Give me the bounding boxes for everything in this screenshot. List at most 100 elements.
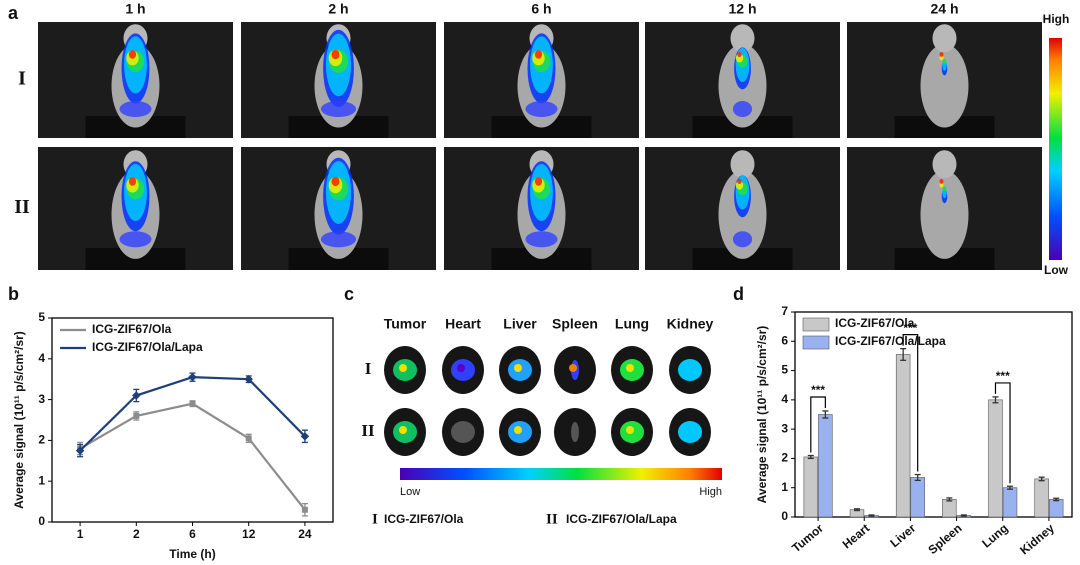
signal (942, 186, 947, 192)
pedestal (85, 248, 186, 270)
mouse-body (920, 44, 969, 128)
mouse-head (730, 24, 755, 53)
y-tick-label: 2 (781, 451, 788, 465)
signal (732, 101, 753, 117)
y-tick-label: 3 (781, 421, 788, 435)
y-tick-label: 7 (781, 304, 788, 318)
panel-label: b (8, 284, 19, 304)
organ-label: Heart (445, 316, 481, 332)
legend-swatch (802, 335, 830, 350)
bar (988, 399, 1003, 518)
panel-label: a (8, 3, 19, 23)
signal (939, 52, 944, 57)
bar (942, 499, 957, 518)
organ-hot (514, 364, 522, 372)
y-tick-label: 3 (38, 392, 45, 406)
y-tick-label: 5 (38, 310, 45, 324)
y-tick-label: 5 (781, 363, 788, 377)
y-tick-label: 0 (38, 514, 45, 528)
line (79, 402, 306, 511)
signal (534, 177, 543, 186)
organ-hot (569, 364, 577, 372)
bar (1002, 487, 1018, 518)
significance-bracket (810, 396, 826, 453)
signal (939, 55, 944, 61)
signal (525, 101, 558, 117)
bar (803, 456, 819, 518)
legend-label: ICG-ZIF67/Ola/Lapa (835, 334, 946, 348)
signal (320, 231, 357, 248)
mouse-head (932, 150, 957, 179)
group-label: II (361, 421, 375, 440)
y-tick-label: 1 (38, 473, 45, 487)
signal (942, 59, 947, 64)
bar (910, 477, 925, 518)
organ (571, 422, 579, 442)
pedestal (692, 248, 793, 270)
x-tick-label: 6 (189, 527, 196, 541)
legend-text: ICG-ZIF67/Ola/Lapa (566, 512, 677, 526)
colorbar (400, 468, 722, 480)
time-label: 12 h (728, 1, 756, 17)
significance-bracket (902, 334, 919, 472)
bar (1034, 478, 1049, 518)
organ-hot (399, 426, 407, 434)
organ-label: Liver (503, 316, 537, 332)
y-tick-label: 1 (781, 480, 788, 494)
organ-label: Lung (615, 316, 649, 332)
legend-label: ICG-ZIF67/Ola/Lapa (92, 340, 203, 354)
colorbar (1049, 38, 1062, 260)
significance: *** (811, 383, 825, 397)
organ-hot (457, 364, 465, 372)
group-label: I (18, 68, 26, 90)
y-tick-label: 0 (781, 509, 788, 523)
significance: *** (996, 369, 1010, 383)
time-label: 1 h (125, 1, 145, 17)
x-tick-label: 24 (298, 527, 312, 541)
signal (320, 101, 357, 117)
time-label: 2 h (328, 1, 348, 17)
legend-swatch (802, 317, 830, 332)
time-label: 24 h (930, 1, 958, 17)
organ-hot (684, 426, 692, 434)
x-tick-label: Tumor (789, 521, 826, 555)
group-label: I (365, 359, 372, 378)
x-tick-label: Liver (887, 521, 918, 550)
signal (525, 231, 558, 248)
line (79, 376, 306, 452)
signal (732, 231, 753, 248)
legend-label: ICG-ZIF67/Ola (92, 322, 172, 336)
bar (1048, 499, 1064, 518)
x-tick-label: 2 (133, 527, 140, 541)
legend-label: ICG-ZIF67/Ola (835, 316, 915, 330)
signal (939, 182, 944, 188)
x-tick-label: Spleen (925, 521, 964, 557)
y-axis-label: Average signal (10¹¹ p/s/cm²/sr) (12, 331, 26, 509)
scale-high: High (699, 486, 722, 498)
organ-label: Spleen (552, 316, 598, 332)
signal (119, 101, 152, 117)
mouse-body (920, 170, 969, 259)
group-label: II (14, 196, 30, 218)
organ-hot (626, 426, 634, 434)
plot-frame (794, 311, 1073, 518)
organ (451, 421, 475, 443)
signal (737, 51, 742, 58)
organ-hot (626, 364, 634, 372)
organ-hot (684, 364, 692, 372)
x-tick-label: 12 (242, 527, 256, 541)
time-label: 6 h (531, 1, 551, 17)
signal (119, 231, 152, 248)
pedestal (894, 248, 995, 270)
scale-high: High (1043, 12, 1070, 26)
bar (895, 354, 911, 518)
scale-low: Low (400, 486, 420, 498)
y-tick-label: 2 (38, 433, 45, 447)
x-tick-label: 1 (77, 527, 84, 541)
signal (939, 179, 944, 184)
signal (331, 176, 340, 187)
panel-label: d (733, 284, 744, 304)
legend-mark: I (372, 511, 378, 527)
legend-mark: II (546, 511, 558, 527)
y-tick-label: 4 (781, 392, 788, 406)
